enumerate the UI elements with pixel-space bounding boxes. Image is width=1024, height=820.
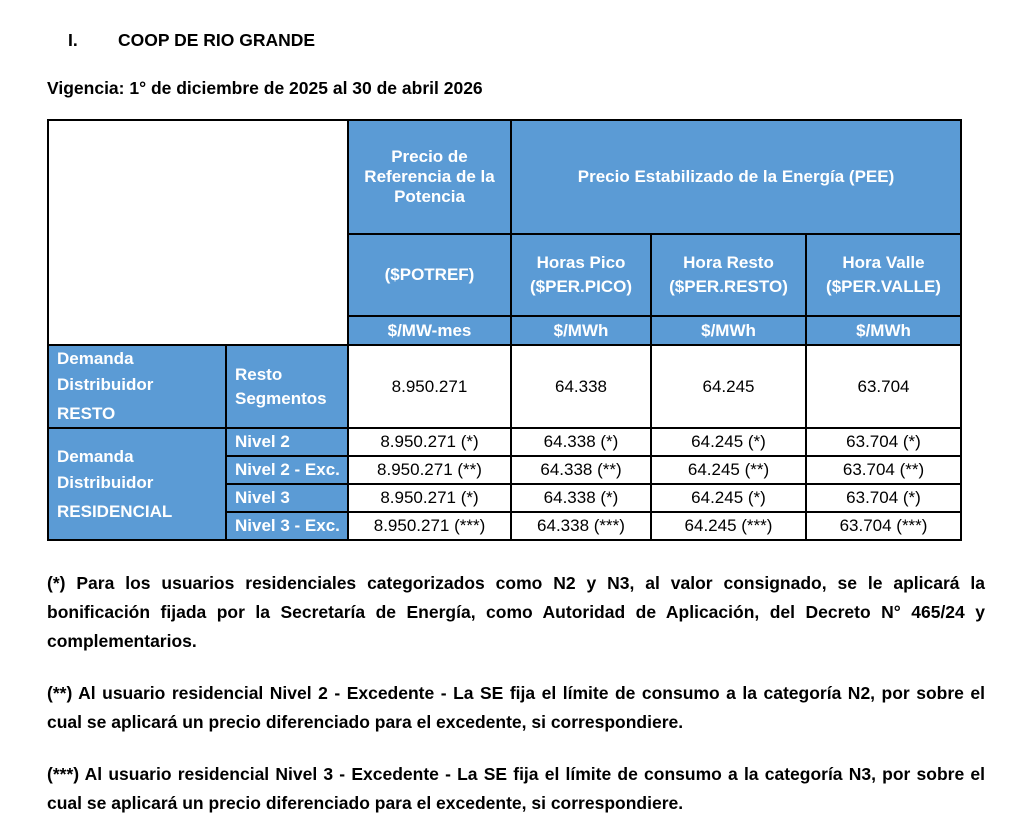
data-cell-resto: 64.245 (***)	[650, 511, 807, 541]
tariff-table: Precio de Referencia de la Potencia Prec…	[47, 119, 963, 541]
segment-label-text: Resto Segmentos	[235, 364, 327, 408]
row-group-label-residencial: Demanda Distribuidor RESIDENCIAL	[47, 427, 227, 541]
segment-label-text: Nivel 2	[235, 432, 290, 451]
table-row-nivel-3-exc: Nivel 3 - Exc. 8.950.271 (***) 64.338 (*…	[48, 511, 963, 541]
data-cell-valle: 63.704 (*)	[804, 427, 963, 457]
heading-numeral: I.	[68, 30, 78, 50]
data-cell-pico: 64.338 (*)	[510, 483, 652, 513]
data-cell-resto: 64.245 (**)	[650, 455, 807, 485]
table-row-column-headers: ($POTREF) Horas Pico ($PER.PICO) Hora Re…	[48, 233, 963, 317]
empty-corner-cell	[47, 119, 349, 346]
data-cell-valle: 63.704	[804, 344, 963, 429]
footnote-asterisk: (*) Para los usuarios residenciales cate…	[47, 573, 985, 651]
segment-label-nivel-3-exc: Nivel 3 - Exc.	[225, 511, 349, 541]
data-cell-valle: 63.704 (*)	[804, 483, 963, 513]
unit-cell-potref: $/MW-mes	[347, 315, 512, 346]
segment-label-nivel-3: Nivel 3	[225, 483, 349, 513]
footnote-triple-asterisk: (***) Al usuario residencial Nivel 3 - E…	[47, 764, 985, 813]
segment-label-text: Nivel 3 - Exc.	[235, 516, 340, 535]
footnotes-section: (*) Para los usuarios residenciales cate…	[47, 569, 985, 818]
segment-label-resto-segmentos: Resto Segmentos	[225, 344, 349, 429]
table-row-resto-segmentos: Demanda Distribuidor RESTO Resto Segment…	[47, 344, 963, 429]
table-row-units: $/MW-mes $/MWh $/MWh $/MWh	[48, 315, 963, 346]
data-cell-potref: 8.950.271	[347, 344, 512, 429]
data-cell-valle: 63.704 (**)	[804, 455, 963, 485]
segment-label-text: Nivel 2 - Exc.	[235, 460, 340, 479]
row-group-main-label: Demanda Distribuidor	[57, 446, 154, 492]
header-potencia-group: Precio de Referencia de la Potencia	[347, 119, 512, 235]
row-group-sub-label: RESTO	[57, 404, 116, 423]
data-cell-resto: 64.245 (*)	[650, 427, 807, 457]
vigencia-line: Vigencia: 1° de diciembre de 2025 al 30 …	[47, 78, 483, 98]
data-cell-pico: 64.338 (**)	[510, 455, 652, 485]
data-cell-potref: 8.950.271 (*)	[347, 483, 512, 513]
row-group-main-label: Demanda Distribuidor	[57, 349, 154, 394]
segment-label-text: Nivel 3	[235, 488, 290, 507]
column-header-potref: ($POTREF)	[347, 233, 512, 317]
header-pee-group: Precio Estabilizado de la Energía (PEE)	[509, 119, 963, 235]
segment-label-nivel-2: Nivel 2	[225, 427, 349, 457]
row-group-sub-label: RESIDENCIAL	[57, 501, 173, 521]
unit-cell-hora-resto: $/MWh	[650, 315, 807, 346]
data-cell-pico: 64.338 (*)	[510, 427, 652, 457]
data-cell-valle: 63.704 (***)	[804, 511, 963, 541]
table-row-nivel-2-exc: Nivel 2 - Exc. 8.950.271 (**) 64.338 (**…	[48, 455, 963, 485]
column-header-horas-pico: Horas Pico ($PER.PICO)	[510, 233, 652, 317]
data-cell-potref: 8.950.271 (***)	[347, 511, 512, 541]
data-cell-potref: 8.950.271 (*)	[347, 427, 512, 457]
column-header-hora-valle: Hora Valle ($PER.VALLE)	[804, 233, 963, 317]
row-group-label-resto: Demanda Distribuidor RESTO	[47, 344, 227, 429]
footnote-double-asterisk: (**) Al usuario residencial Nivel 2 - Ex…	[47, 683, 985, 732]
data-cell-resto: 64.245	[650, 344, 807, 429]
segment-label-nivel-2-exc: Nivel 2 - Exc.	[225, 455, 349, 485]
unit-cell-hora-valle: $/MWh	[804, 315, 963, 346]
unit-cell-horas-pico: $/MWh	[510, 315, 652, 346]
data-cell-resto: 64.245 (*)	[650, 483, 807, 513]
page-title: COOP DE RIO GRANDE	[118, 30, 316, 50]
table-row-nivel-3: Nivel 3 8.950.271 (*) 64.338 (*) 64.245 …	[48, 483, 963, 513]
table-row-nivel-2: Demanda Distribuidor RESIDENCIAL Nivel 2…	[47, 427, 963, 541]
column-header-hora-resto: Hora Resto ($PER.RESTO)	[650, 233, 807, 317]
data-cell-pico: 64.338 (***)	[510, 511, 652, 541]
data-cell-potref: 8.950.271 (**)	[347, 455, 512, 485]
data-cell-pico: 64.338	[510, 344, 652, 429]
table-row-top-headers: Precio de Referencia de la Potencia Prec…	[47, 119, 963, 346]
page-heading: I. COOP DE RIO GRANDE	[68, 30, 1024, 51]
